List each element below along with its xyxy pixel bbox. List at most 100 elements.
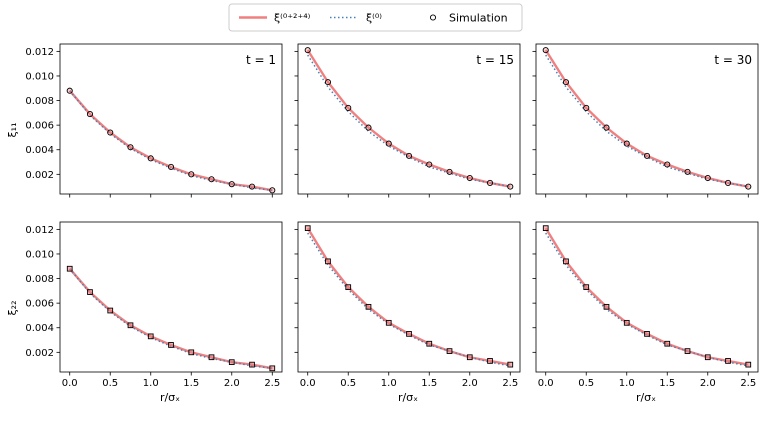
- simulation-point: [426, 340, 433, 347]
- simulation-point: [168, 342, 174, 348]
- simulation-point: [66, 87, 73, 94]
- simulation-point: [583, 284, 590, 291]
- simulation-point: [466, 354, 473, 361]
- y-tick-label: 0.006: [25, 299, 54, 310]
- series-line-full: [544, 49, 749, 188]
- simulation-point: [507, 183, 514, 190]
- legend-marker-simulation: [429, 14, 437, 21]
- x-tick-label: 0.5: [578, 378, 594, 389]
- y-tick-label: 0.010: [25, 249, 54, 260]
- panel-frame: [535, 221, 759, 373]
- x-tick-label: 0.0: [538, 378, 554, 389]
- simulation-point: [583, 104, 590, 111]
- simulation-point: [486, 179, 494, 186]
- series-line-full: [68, 267, 273, 370]
- legend-label-full: ξ⁽⁰⁺²⁺⁴⁾: [274, 12, 311, 25]
- simulation-point: [644, 331, 650, 337]
- y-tick-label: 0.002: [25, 170, 54, 181]
- x-tick-label: 2.5: [502, 378, 518, 389]
- xlabel-col-3: r/σₓ: [636, 391, 656, 404]
- simulation-point: [542, 225, 549, 231]
- x-tick-label: 1.5: [183, 378, 199, 389]
- simulation-point: [167, 163, 175, 171]
- simulation-point: [745, 183, 752, 190]
- panel-r1-c3: [532, 43, 759, 198]
- simulation-point: [228, 359, 235, 366]
- simulation-point: [208, 176, 215, 183]
- simulation-point: [684, 348, 691, 354]
- panel-frame: [59, 221, 283, 373]
- simulation-point: [269, 187, 276, 194]
- simulation-point: [724, 179, 732, 186]
- ylabel-row-2: ξ₂₂: [6, 301, 19, 316]
- simulation-point: [269, 365, 276, 372]
- series-line-full: [544, 227, 749, 366]
- x-tick-label: 2.0: [462, 378, 478, 389]
- series-line-zeroth: [307, 54, 511, 188]
- panel-frame: [297, 221, 521, 373]
- series-line-zeroth: [545, 54, 749, 188]
- simulation-point: [405, 152, 413, 159]
- simulation-point: [188, 171, 195, 178]
- panel-r2-c3: 0.0 0.5 1.0 1.5 2.0 2.5: [532, 221, 759, 389]
- panel-frame: [535, 43, 759, 195]
- simulation-point: [704, 174, 711, 182]
- simulation-point: [87, 289, 93, 295]
- simulation-point: [487, 358, 493, 364]
- x-tick-label: 2.5: [740, 378, 756, 389]
- simulation-point: [684, 168, 691, 175]
- simulation-point: [208, 354, 215, 361]
- simulation-point: [623, 140, 630, 147]
- series-line-zeroth: [307, 232, 511, 367]
- simulation-point: [147, 155, 154, 162]
- simulation-point: [127, 322, 134, 329]
- simulation-point: [446, 348, 453, 354]
- y-tick-label: 0.012: [25, 47, 54, 58]
- annotation-t15: t = 15: [476, 53, 514, 67]
- simulation-point: [745, 361, 752, 368]
- simulation-point: [365, 303, 372, 310]
- simulation-point: [107, 129, 114, 136]
- x-tick-label: 2.0: [700, 378, 716, 389]
- y-tick-label: 0.008: [25, 96, 54, 107]
- legend: ξ⁽⁰⁺²⁺⁴⁾ ξ⁽⁰⁾ Simulation: [228, 3, 523, 32]
- legend-frame: [228, 3, 523, 32]
- x-tick-label: 2.5: [264, 378, 280, 389]
- simulation-point: [446, 168, 453, 175]
- simulation-point: [542, 47, 549, 54]
- simulation-point: [562, 79, 570, 86]
- x-tick-label: 0.0: [62, 378, 78, 389]
- xlabel-col-1: r/σₓ: [160, 391, 180, 404]
- panel-r2-c2: 0.0 0.5 1.0 1.5 2.0 2.5: [294, 221, 521, 389]
- y-tick-label: 0.006: [25, 121, 54, 132]
- simulation-point: [127, 144, 134, 151]
- simulation-point: [385, 319, 392, 326]
- panel-frame: [297, 43, 521, 195]
- simulation-point: [664, 161, 671, 168]
- y-tick-label: 0.004: [25, 145, 54, 156]
- simulation-point: [249, 361, 255, 368]
- x-tick-label: 0.5: [102, 378, 118, 389]
- series-line-zeroth: [545, 232, 749, 367]
- simulation-point: [603, 124, 610, 131]
- simulation-point: [66, 265, 73, 272]
- panels: 0.002 0.004 0.006 0.008 0.010 0.012 0.002 0.004…: [25, 43, 759, 389]
- x-tick-label: 0.5: [340, 378, 356, 389]
- y-tick-label: 0.004: [25, 323, 54, 334]
- ylabel-row-1: ξ₁₁: [6, 123, 19, 138]
- simulation-point: [248, 183, 256, 190]
- simulation-point: [623, 319, 630, 326]
- panel-r1-c2: [294, 43, 521, 198]
- y-tick-label: 0.010: [25, 71, 54, 82]
- y-tick-label: 0.002: [25, 348, 54, 359]
- x-tick-label: 1.0: [381, 378, 397, 389]
- annotation-t30: t = 30: [714, 53, 752, 67]
- y-tick-label: 0.008: [25, 274, 54, 285]
- series-line-zeroth: [69, 268, 273, 370]
- simulation-point: [345, 284, 352, 291]
- panel-r2-c1: 0.002 0.004 0.006 0.008 0.010 0.012 0.0 0.5 1.0 1…: [25, 221, 283, 389]
- legend-label-zeroth: ξ⁽⁰⁾: [366, 12, 382, 25]
- simulation-point: [107, 307, 114, 314]
- y-tick-label: 0.012: [25, 225, 54, 236]
